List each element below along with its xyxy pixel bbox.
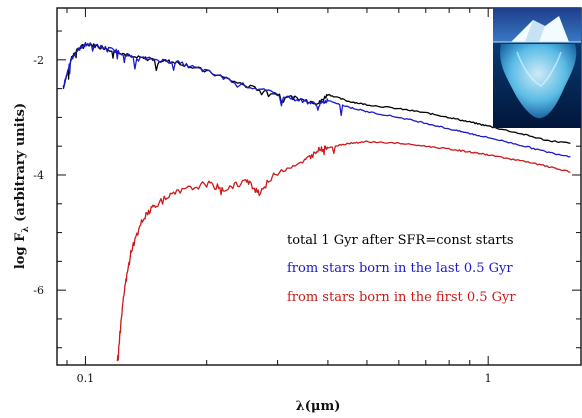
series-line-2 <box>116 140 571 362</box>
x-axis-title: λ(μm) <box>296 399 341 414</box>
y-tick-label: -6 <box>33 284 44 297</box>
legend: total 1 Gyr after SFR=const starts from … <box>287 233 516 305</box>
y-axis-title: log Fλ (arbitrary units) <box>13 103 31 269</box>
y-tick-label: -4 <box>33 169 44 182</box>
iceberg-image <box>493 8 581 128</box>
y-tick-label: -2 <box>33 54 44 67</box>
legend-entry-total: total 1 Gyr after SFR=const starts <box>287 233 514 248</box>
plot-frame <box>56 7 582 366</box>
series-line-1 <box>62 42 571 158</box>
series-group <box>62 42 571 362</box>
legend-entry-last: from stars born in the last 0.5 Gyr <box>287 261 513 276</box>
y-tick-labels: -2 -4 -6 <box>33 54 44 297</box>
y-axis-title-subscript: λ <box>21 226 31 232</box>
y-axis-title-main: log F <box>13 232 28 269</box>
x-tick-label: 1 <box>485 372 492 385</box>
legend-entry-first: from stars born in the first 0.5 Gyr <box>287 290 516 305</box>
x-tick-labels: 0.1 1 <box>77 372 492 385</box>
y-axis-title-units: (arbitrary units) <box>13 103 28 222</box>
svg-text:log Fλ (arbitrary units): log Fλ (arbitrary units) <box>13 103 31 269</box>
x-tick-label: 0.1 <box>77 372 95 385</box>
